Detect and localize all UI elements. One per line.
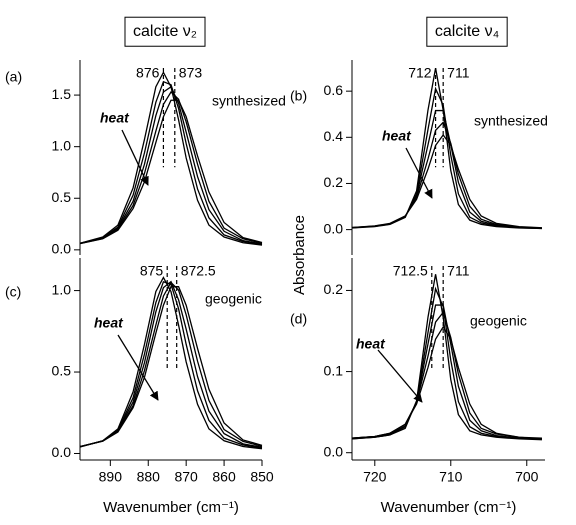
spectrum-line <box>79 280 263 449</box>
spectrum-line <box>351 325 542 439</box>
y-tick-label: 0.2 <box>324 174 344 190</box>
y-tick-label: 0.6 <box>324 82 344 98</box>
heat-label: heat <box>356 336 386 352</box>
y-tick-label: 0.0 <box>52 444 72 460</box>
spectrum-line <box>79 80 263 246</box>
spectrum-line <box>79 90 263 245</box>
x-tick-label: 890 <box>99 469 123 485</box>
sample-annotation: synthesized <box>212 93 286 109</box>
spectrum-line <box>79 281 263 448</box>
y-tick-label: 0.0 <box>324 443 344 459</box>
peak-label: 712.5 <box>393 263 428 279</box>
title-box <box>426 16 508 47</box>
heat-label: heat <box>94 315 124 331</box>
x-tick-label: 860 <box>212 469 236 485</box>
y-tick-label: 1.0 <box>52 281 72 297</box>
spectrum-line <box>351 274 542 441</box>
heat-arrow <box>377 349 423 403</box>
panel-title: calcite ν₄ <box>435 23 499 40</box>
peak-label: 711 <box>447 263 470 279</box>
sample-annotation: geogenic <box>470 313 527 329</box>
panel-label: (a) <box>5 69 22 85</box>
peak-label: 711 <box>447 65 470 81</box>
y-tick-label: 0.4 <box>324 128 344 144</box>
peak-label: 876 <box>136 65 160 81</box>
spectrum-line <box>351 304 542 440</box>
sample-annotation: geogenic <box>205 291 262 307</box>
y-tick-label: 1.0 <box>52 137 72 153</box>
heat-arrow <box>121 129 149 186</box>
peak-label: 712 <box>408 65 432 81</box>
panel-label: (c) <box>5 284 21 300</box>
y-tick-label: 0.5 <box>52 189 72 205</box>
title-box <box>124 16 206 47</box>
sample-annotation: synthesized <box>474 113 548 129</box>
peak-label: 875 <box>140 263 164 279</box>
spectrum-line <box>79 99 263 245</box>
peak-label: 872.5 <box>181 263 216 279</box>
spectrum-line <box>79 85 263 245</box>
y-tick-label: 0.5 <box>52 363 72 379</box>
heat-label: heat <box>382 128 412 144</box>
spectrum-line <box>79 276 263 450</box>
panel-label: (b) <box>290 88 307 104</box>
x-tick-label: 880 <box>137 469 161 485</box>
spectrum-line <box>351 286 542 440</box>
panel-label: (d) <box>290 311 307 327</box>
y-tick-label: 0.0 <box>52 241 72 257</box>
x-axis-title: Wavenumber (cm⁻¹) <box>381 499 517 516</box>
x-axis-title: Wavenumber (cm⁻¹) <box>103 499 239 516</box>
spectrum-line <box>351 133 542 229</box>
y-tick-label: 0.1 <box>324 362 344 378</box>
x-tick-label: 720 <box>363 469 387 485</box>
heat-arrow <box>405 147 433 199</box>
x-tick-label: 870 <box>174 469 198 485</box>
heat-arrow <box>117 334 159 401</box>
x-tick-label: 850 <box>250 469 274 485</box>
y-axis-title: Absorbance <box>291 215 308 295</box>
x-tick-label: 710 <box>439 469 463 485</box>
heat-label: heat <box>100 110 130 126</box>
x-tick-label: 700 <box>515 469 539 485</box>
y-tick-label: 0.0 <box>324 220 344 236</box>
spectrum-line <box>79 286 263 448</box>
spectrum-line <box>351 86 542 230</box>
panel-title: calcite ν₂ <box>133 23 197 40</box>
peak-label: 873 <box>179 65 203 81</box>
y-tick-label: 1.5 <box>52 86 72 102</box>
y-tick-label: 0.2 <box>324 281 344 297</box>
spectrum-line <box>351 67 542 230</box>
